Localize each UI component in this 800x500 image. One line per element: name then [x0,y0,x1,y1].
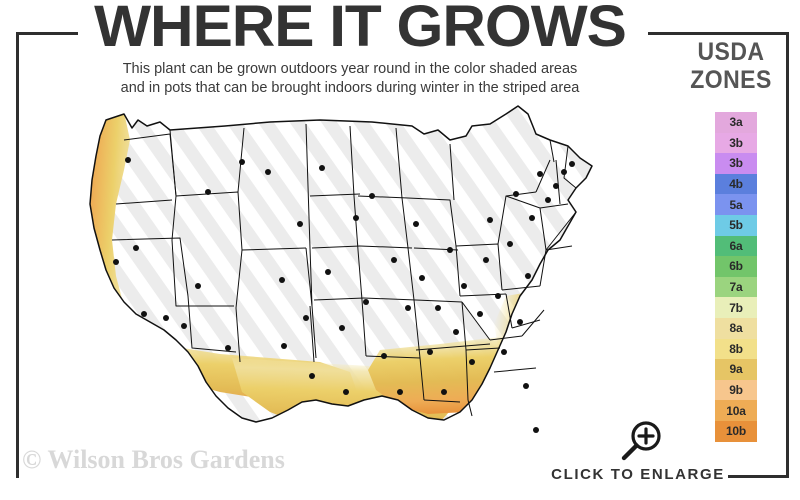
legend-zone-9b-13[interactable]: 9b [715,379,757,401]
legend-zone-7a-8[interactable]: 7a [715,276,757,298]
usa-zone-map [89,105,593,433]
legend-zone-3b-1[interactable]: 3b [715,132,757,154]
magnifier-plus-icon[interactable] [617,420,665,464]
legend-zone-list: 3a 3b 3b 4b 5a 5b 6a 6b 7a 7b 8a 8b 9a 9b 10a 10b [715,112,757,442]
legend-title-line-2: ZONES [690,66,772,94]
legend-zone-9a-12[interactable]: 9a [715,359,757,380]
legend-zone-3a[interactable]: 3a [715,112,757,133]
watermark-credit: © Wilson Bros Gardens [22,445,285,474]
legend-zone-3b-2[interactable]: 3b [715,153,757,174]
legend-zone-10b-15[interactable]: 10b [715,420,757,442]
city-dots [113,157,575,433]
legend-zone-6a-6[interactable]: 6a [715,235,757,257]
legend-zone-7b-9[interactable]: 7b [715,297,757,318]
legend-title-line-1: USDA [697,38,765,66]
frame-border-left [16,32,19,478]
legend-title: USDA ZONES [677,38,786,94]
subtitle-line-1: This plant can be grown outdoors year ro… [122,61,578,77]
click-to-enlarge-label[interactable]: CLICK TO ENLARGE [551,466,725,483]
frame-border-top-left [16,32,78,35]
legend-zone-8a-10[interactable]: 8a [715,317,757,339]
zone-florida [494,368,542,422]
legend-zone-10a-14[interactable]: 10a [715,400,757,421]
legend-zone-5b-5[interactable]: 5b [715,214,757,236]
frame-border-top-right [648,32,789,35]
legend-zone-8b-11[interactable]: 8b [715,338,757,360]
map-container[interactable] [20,100,660,450]
legend-zone-5a-4[interactable]: 5a [715,194,757,215]
frame-border-bottom-right [728,475,789,478]
page-title: WHERE IT GROWS [94,0,627,59]
frame-border-right [786,32,789,478]
page-subtitle: This plant can be grown outdoors year ro… [50,60,650,98]
legend-zone-4b-3[interactable]: 4b [715,173,757,195]
subtitle-line-2: and in pots that can be brought indoors … [120,80,580,96]
legend-zone-6b-7[interactable]: 6b [715,256,757,277]
